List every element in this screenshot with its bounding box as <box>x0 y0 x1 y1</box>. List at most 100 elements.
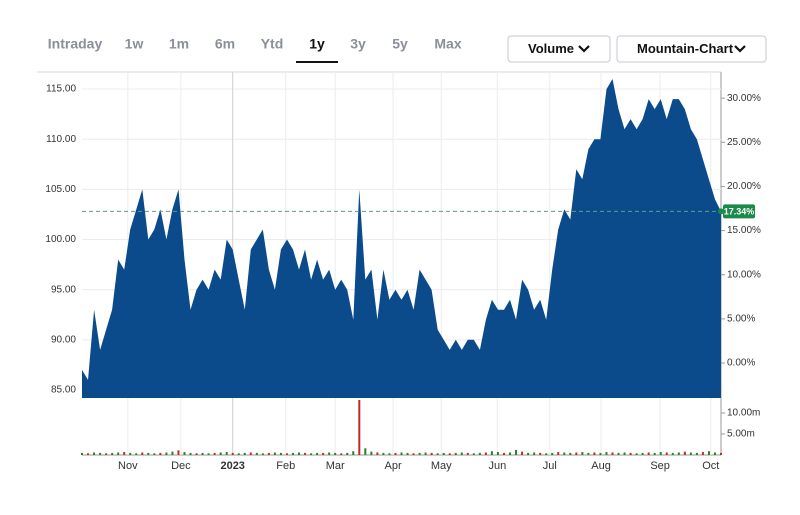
volume-bar <box>557 452 560 455</box>
volume-bar <box>689 452 692 455</box>
volume-bar <box>364 448 367 455</box>
volume-bar <box>394 452 397 455</box>
volume-bar <box>111 452 114 455</box>
volume-bar <box>129 452 132 455</box>
volume-bar <box>424 452 427 455</box>
volume-bar <box>99 452 102 455</box>
volume-bar <box>195 453 198 455</box>
x-tick-label: Jul <box>543 460 557 472</box>
volume-bar <box>515 449 518 455</box>
range-tab[interactable]: 1w <box>125 36 144 52</box>
x-tick-label: Feb <box>276 460 295 472</box>
volume-bar <box>340 453 343 455</box>
volume-bar <box>310 453 313 455</box>
volume-bar <box>484 452 487 455</box>
volume-bar <box>581 452 584 455</box>
volume-bar <box>653 452 656 455</box>
y-tick-label: 115.00 <box>46 84 76 95</box>
x-tick-label: Aug <box>591 460 611 472</box>
volume-bar <box>466 452 469 455</box>
volume-bar <box>418 452 421 455</box>
volume-bar <box>225 452 228 455</box>
volume-bar <box>563 452 566 455</box>
volume-bar <box>279 452 282 455</box>
volume-bar <box>213 452 216 455</box>
range-tab[interactable]: 5y <box>392 36 408 52</box>
volume-bar <box>249 452 252 455</box>
y2-tick-label: 30.00% <box>727 93 761 104</box>
last-value-dot <box>718 208 724 215</box>
y2-tick-label: 10.00% <box>727 269 761 280</box>
range-tab[interactable]: 3y <box>350 36 366 52</box>
volume-bar <box>261 453 264 455</box>
volume-bar <box>159 452 162 455</box>
range-tab[interactable]: Ytd <box>261 36 284 52</box>
volume-bar <box>153 453 156 455</box>
volume-bar <box>569 452 572 455</box>
range-tab[interactable]: 6m <box>215 36 235 52</box>
volume-bar <box>316 452 319 455</box>
volume-bar <box>273 452 276 455</box>
volume-bar <box>509 452 512 455</box>
volume-bar <box>135 453 138 455</box>
volume-bar <box>400 452 403 455</box>
volume-tick-label: 5.00m <box>727 429 755 440</box>
dropdown[interactable] <box>616 35 767 63</box>
volume-bar <box>322 452 325 455</box>
volume-bar <box>617 452 620 455</box>
volume-bar <box>267 452 270 455</box>
dropdown-label: Volume <box>528 41 574 56</box>
y-tick-label: 95.00 <box>51 284 76 295</box>
volume-bar <box>647 452 650 455</box>
volume-bar <box>237 453 240 455</box>
x-tick-label: Apr <box>384 460 401 472</box>
range-tab[interactable]: Intraday <box>48 36 103 52</box>
x-tick-label: Nov <box>118 460 138 472</box>
volume-bar <box>358 400 361 455</box>
volume-bar <box>123 452 126 455</box>
y-tick-label: 100.00 <box>45 234 76 245</box>
y2-tick-label: 20.00% <box>727 181 761 192</box>
last-value-label: 17.34% <box>724 206 755 216</box>
volume-bar <box>502 452 505 455</box>
y-tick-label: 85.00 <box>51 385 76 396</box>
volume-bar <box>177 450 180 455</box>
volume-bar <box>147 452 150 455</box>
volume-bar <box>165 452 168 455</box>
y2-tick-label: 0.00% <box>727 358 755 369</box>
volume-bar <box>521 451 524 455</box>
volume-bar <box>291 452 294 455</box>
volume-bar <box>406 452 409 455</box>
volume-bar <box>298 452 301 455</box>
volume-bar <box>448 453 451 455</box>
volume-bar <box>713 452 716 455</box>
volume-bar <box>490 451 493 455</box>
volume-tick-label: 10.00m <box>727 408 760 419</box>
volume-bar <box>533 452 536 455</box>
volume-bar <box>189 452 192 455</box>
volume-bar <box>430 452 433 455</box>
volume-bar <box>352 451 355 455</box>
tab-underline <box>296 61 338 63</box>
volume-bar <box>370 451 373 455</box>
volume-bar <box>677 452 680 455</box>
volume-bar <box>611 452 614 455</box>
volume-bar <box>442 452 445 455</box>
volume-bar <box>382 452 385 455</box>
volume-bar <box>328 452 331 455</box>
volume-bar <box>304 452 307 455</box>
x-tick-label: Sep <box>650 460 670 472</box>
volume-bar <box>207 453 210 455</box>
range-tab[interactable]: 1m <box>169 36 189 52</box>
range-tab[interactable]: Max <box>434 36 461 52</box>
y-tick-label: 110.00 <box>46 134 76 145</box>
volume-bar <box>141 452 144 455</box>
volume-bar <box>659 452 662 455</box>
y2-tick-label: 15.00% <box>727 225 761 236</box>
y-tick-label: 90.00 <box>51 334 76 345</box>
volume-bar <box>219 452 222 455</box>
volume-bar <box>720 452 722 455</box>
chevron <box>734 45 746 53</box>
dropdown[interactable] <box>507 35 611 63</box>
range-tab[interactable]: 1y <box>309 36 325 52</box>
